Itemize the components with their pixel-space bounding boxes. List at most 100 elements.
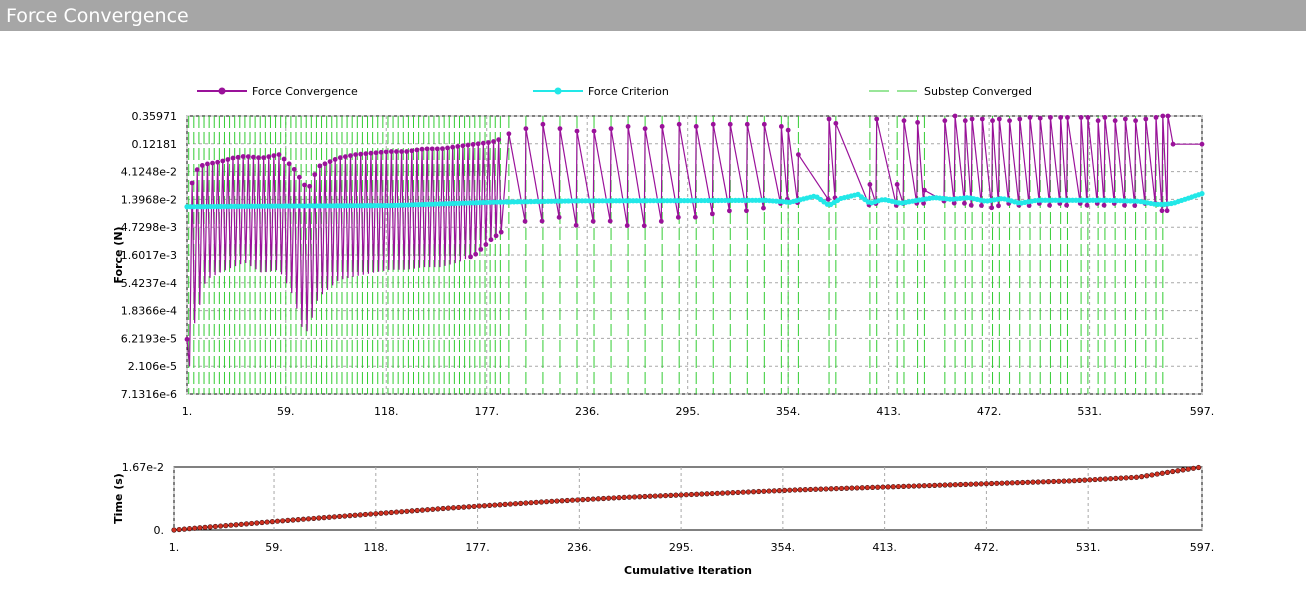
legend-swatch-marker: [554, 87, 562, 95]
time-point: [564, 497, 570, 504]
time-point: [844, 485, 850, 491]
force-convergence-point: [332, 157, 338, 162]
force-convergence-point: [488, 237, 494, 243]
force-convergence-point: [409, 148, 415, 154]
time-point: [543, 499, 550, 505]
force-convergence-point: [322, 161, 328, 167]
time-point: [1113, 475, 1119, 482]
time-point: [937, 482, 943, 488]
time-point: [497, 502, 503, 508]
force-convergence-point: [312, 172, 318, 177]
time-point: [554, 498, 560, 504]
time-point: [662, 492, 669, 499]
time-point: [357, 512, 363, 518]
force-convergence-point: [1037, 115, 1043, 121]
force-convergence-point: [539, 218, 545, 224]
time-point: [316, 515, 322, 521]
force-convergence-point: [692, 214, 698, 220]
time-point: [942, 482, 948, 488]
legend-entry-label: Substep Converged: [924, 85, 1032, 98]
time-point: [1097, 476, 1103, 482]
force-convergence-point: [189, 180, 195, 186]
time-point: [1159, 470, 1165, 476]
force-convergence-point: [291, 166, 297, 172]
force-convergence-point: [785, 127, 791, 133]
force-convergence-point: [445, 145, 450, 151]
time-point: [440, 505, 446, 512]
x-tick-label: 59.: [277, 405, 295, 418]
time-point: [1035, 479, 1041, 485]
force-convergence-point: [1122, 116, 1128, 122]
force-convergence-point: [419, 146, 425, 152]
time-point: [838, 485, 845, 492]
time-point: [1020, 479, 1026, 486]
force-convergence-point: [1064, 202, 1070, 208]
x-tick-label: 177.: [474, 405, 499, 418]
force-convergence-point: [1058, 115, 1064, 120]
force-convergence-point: [590, 218, 596, 224]
time-point: [249, 520, 255, 527]
title-bar: Force Convergence: [0, 0, 1306, 31]
x-tick-label: 413.: [872, 541, 897, 554]
force-convergence-point: [373, 150, 379, 156]
force-convergence-point: [475, 141, 481, 147]
time-point: [595, 496, 601, 502]
time-point: [228, 522, 234, 528]
time-point: [906, 483, 912, 489]
y-tick-label: 4.1248e-2: [121, 166, 177, 179]
force-convergence-point: [1101, 202, 1107, 208]
force-convergence-point: [942, 118, 948, 124]
force-convergence-point: [368, 150, 374, 156]
time-point: [1092, 476, 1098, 483]
y-tick-label: 1.3968e-2: [121, 193, 177, 206]
force-convergence-point: [317, 163, 323, 169]
time-point: [285, 517, 291, 523]
time-point: [538, 499, 544, 505]
force-convergence-point: [825, 196, 831, 202]
force-convergence-point: [1143, 116, 1149, 122]
time-point: [388, 509, 394, 516]
force-convergence-point: [659, 123, 665, 129]
time-point: [207, 524, 213, 530]
time-point: [393, 509, 400, 515]
force-convergence-point: [286, 161, 292, 167]
force-convergence-point: [327, 159, 333, 165]
force-convergence-point: [251, 154, 256, 160]
time-point: [419, 507, 425, 513]
time-point: [725, 490, 731, 496]
x-tick-label: 597.: [1190, 405, 1215, 418]
force-convergence-point: [693, 123, 699, 129]
time-point: [730, 490, 736, 496]
force-convergence-point: [979, 116, 985, 122]
force-convergence-point: [434, 146, 440, 152]
force-convergence-point: [429, 146, 435, 152]
time-point: [487, 502, 493, 509]
force-convergence-point: [951, 200, 957, 206]
force-convergence-point: [225, 157, 231, 162]
force-convergence-point: [989, 205, 995, 211]
force-convergence-point: [394, 149, 399, 154]
time-point: [492, 502, 498, 508]
force-convergence-point: [761, 205, 766, 211]
force-convergence-point: [591, 128, 597, 134]
force-convergence-point: [230, 155, 236, 161]
force-convergence-point: [922, 187, 927, 193]
x-tick-label: 472.: [974, 541, 999, 554]
time-point: [947, 482, 953, 488]
time-point: [192, 525, 198, 531]
force-convergence-point: [483, 242, 489, 247]
time-point: [590, 496, 596, 502]
force-convergence-point: [979, 203, 984, 208]
time-point: [430, 506, 436, 512]
time-point: [1154, 471, 1160, 477]
x-tick-label: 118.: [364, 541, 389, 554]
time-point: [616, 495, 622, 501]
time-point: [802, 487, 808, 493]
time-point: [502, 501, 508, 507]
force-convergence-point: [486, 140, 491, 145]
force-convergence-point: [266, 154, 272, 160]
force-convergence-point: [498, 229, 504, 235]
y-tick-label: 1.67e-2: [122, 461, 164, 474]
time-point: [342, 513, 348, 519]
